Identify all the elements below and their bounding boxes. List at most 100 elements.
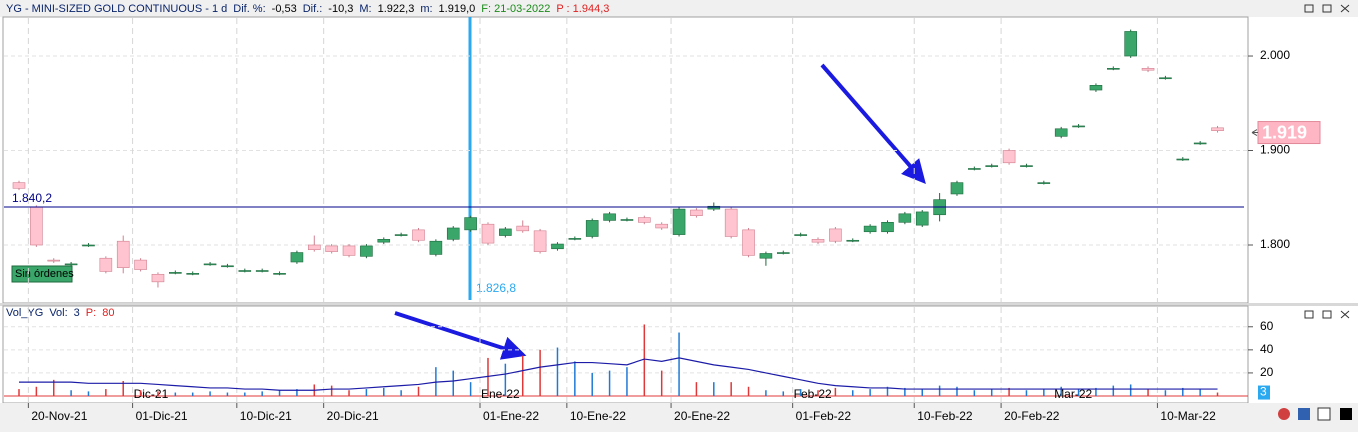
icon-color[interactable] (1340, 408, 1352, 420)
month-label: Mar-22 (1054, 387, 1092, 401)
candle-body (325, 245, 338, 252)
header-item: Vol: (49, 307, 67, 319)
arrow (820, 63, 926, 185)
month-label: Feb-22 (794, 387, 832, 401)
x-tick-label: 10-Ene-22 (570, 409, 626, 423)
candle-body (915, 211, 929, 226)
candle-body (1211, 127, 1224, 131)
header-item: m: (420, 3, 432, 15)
button-minimize-vol[interactable] (1304, 310, 1314, 319)
header-item: 1.919,0 (439, 3, 476, 15)
candle-body (481, 223, 495, 244)
button-close-vol[interactable] (1340, 310, 1350, 319)
candle-body (776, 252, 790, 254)
button-close[interactable] (1340, 4, 1350, 13)
crosshair-label: 1.826,8 (476, 281, 516, 295)
volume-tag (1258, 385, 1270, 400)
candle-body (30, 206, 43, 246)
month-label: Ene-22 (481, 387, 520, 401)
candle-body (290, 252, 304, 263)
x-tick-label: 01-Dic-21 (136, 409, 188, 423)
candle-body (342, 245, 356, 256)
candle-body (829, 228, 842, 242)
candle-body (429, 240, 443, 255)
candle-body (1159, 77, 1172, 80)
candle-body (794, 234, 807, 236)
header-item: -10,3 (328, 3, 353, 15)
header-item: -0,53 (272, 3, 297, 15)
candle-body (1020, 165, 1033, 167)
candle-body (1054, 128, 1068, 137)
candle-body (203, 263, 217, 266)
candle-body (950, 182, 964, 195)
candle-body (1141, 68, 1155, 71)
button-maximize[interactable] (1322, 4, 1332, 13)
candle-body (1037, 182, 1051, 184)
candle-body (12, 182, 26, 189)
header-item: Dif.: (303, 3, 323, 15)
candle-body (1002, 150, 1016, 164)
candle-body (446, 227, 460, 240)
icon-pin[interactable] (1317, 407, 1331, 421)
date-axis (0, 403, 1358, 432)
candle-body (638, 217, 651, 223)
x-tick-label: 01-Feb-22 (796, 409, 852, 423)
header-item: YG - MINI-SIZED GOLD CONTINUOUS - 1 d (6, 3, 227, 15)
y-tick-label: 20 (1260, 365, 1274, 379)
y-tick-label: 1.800 (1260, 237, 1290, 251)
header-bar (0, 0, 1358, 17)
candle-body (551, 243, 564, 250)
header-item: F: 21-03-2022 (481, 3, 550, 15)
candle-body (655, 223, 668, 229)
volume-tag-label: 3 (1260, 385, 1267, 399)
candle-body (898, 213, 912, 223)
candle-body (1176, 158, 1190, 161)
candle-body (99, 257, 113, 272)
y-tick-label: 40 (1260, 342, 1274, 356)
x-tick-label: 10-Feb-22 (917, 409, 973, 423)
candle-body (360, 245, 373, 257)
candle-body (412, 229, 425, 241)
candle-body (47, 259, 61, 262)
candle-body (255, 270, 269, 272)
candle-body (1089, 85, 1103, 91)
candle-body (585, 220, 599, 237)
candle-body (1107, 68, 1120, 70)
header-item: 3 (74, 307, 80, 319)
candle-body (968, 168, 981, 170)
candle-body (64, 263, 78, 266)
x-tick-label: 20-Ene-22 (674, 409, 730, 423)
x-tick-label: 10-Dic-21 (240, 409, 292, 423)
x-tick-label: 20-Nov-21 (31, 409, 87, 423)
candle-body (1124, 31, 1137, 57)
orders-badge (11, 265, 73, 283)
moving-average (19, 357, 1218, 391)
candle-body (499, 228, 512, 236)
arrow (394, 311, 527, 360)
candle-body (863, 225, 877, 233)
candle-body (1193, 142, 1207, 145)
reference-label: 1.840,2 (12, 191, 52, 205)
toolbar-icons[interactable] (1278, 407, 1352, 421)
header: Vol_YG Vol: 3 P: 80 (6, 307, 114, 319)
last-price-pointer (1251, 129, 1258, 136)
icon-refresh[interactable] (1278, 408, 1290, 420)
candle-body (742, 229, 755, 256)
window-buttons[interactable] (1304, 4, 1350, 319)
header-item: M: (359, 3, 371, 15)
candle-body (811, 239, 825, 243)
button-maximize-vol[interactable] (1322, 310, 1332, 319)
candle-body (464, 217, 477, 231)
button-minimize[interactable] (1304, 4, 1314, 13)
y-tick-label: 1.900 (1260, 143, 1290, 157)
candle-body (846, 239, 860, 242)
candle-body (707, 205, 721, 210)
candle-body (724, 208, 738, 237)
icon-save[interactable] (1298, 408, 1310, 420)
x-tick-label: 20-Dic-21 (327, 409, 379, 423)
last-price-label: 1.919 (1262, 122, 1307, 142)
candle-body (672, 208, 686, 235)
header: YG - MINI-SIZED GOLD CONTINUOUS - 1 d Dif… (6, 3, 609, 15)
candle-body (603, 213, 616, 221)
